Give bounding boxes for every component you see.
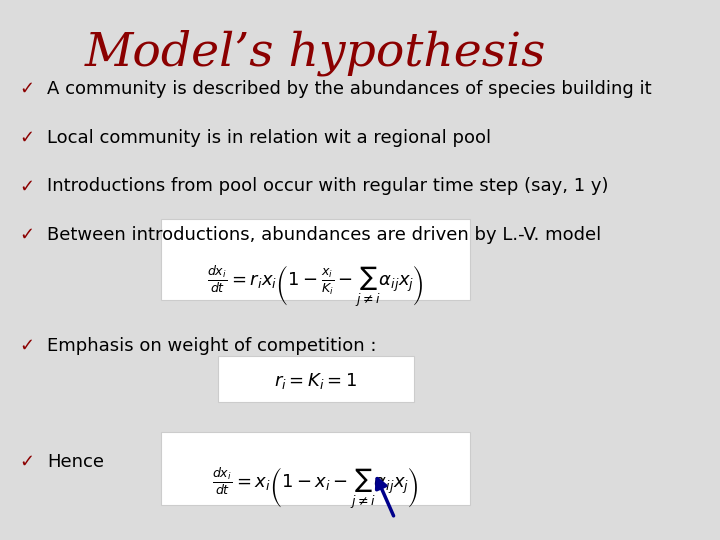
FancyBboxPatch shape (161, 219, 470, 300)
Text: ✓: ✓ (19, 129, 34, 147)
Text: Introductions from pool occur with regular time step (say, 1 y): Introductions from pool occur with regul… (48, 177, 609, 195)
FancyBboxPatch shape (218, 356, 414, 402)
Text: A community is described by the abundances of species building it: A community is described by the abundanc… (48, 80, 652, 98)
Text: ✓: ✓ (19, 336, 34, 355)
Text: Between introductions, abundances are driven by L.-V. model: Between introductions, abundances are dr… (48, 226, 602, 244)
Text: Model’s hypothesis: Model’s hypothesis (85, 30, 546, 76)
Text: $r_i = K_i = 1$: $r_i = K_i = 1$ (274, 370, 357, 391)
Text: ✓: ✓ (19, 453, 34, 471)
Text: $\frac{dx_i}{dt} = r_i x_i \left(1 - \frac{x_i}{K_i} - \sum_{j \neq i} \alpha_{i: $\frac{dx_i}{dt} = r_i x_i \left(1 - \fr… (207, 264, 424, 309)
Text: $\frac{dx_i}{dt} = x_i \left(1 - x_i - \sum_{j \neq i} \alpha_{ij} x_j\right)$: $\frac{dx_i}{dt} = x_i \left(1 - x_i - \… (212, 466, 419, 511)
Text: ✓: ✓ (19, 177, 34, 195)
FancyBboxPatch shape (161, 432, 470, 505)
Text: Emphasis on weight of competition :: Emphasis on weight of competition : (48, 336, 377, 355)
Text: Hence: Hence (48, 453, 104, 471)
Text: ✓: ✓ (19, 80, 34, 98)
Text: Local community is in relation wit a regional pool: Local community is in relation wit a reg… (48, 129, 492, 147)
Text: ✓: ✓ (19, 226, 34, 244)
